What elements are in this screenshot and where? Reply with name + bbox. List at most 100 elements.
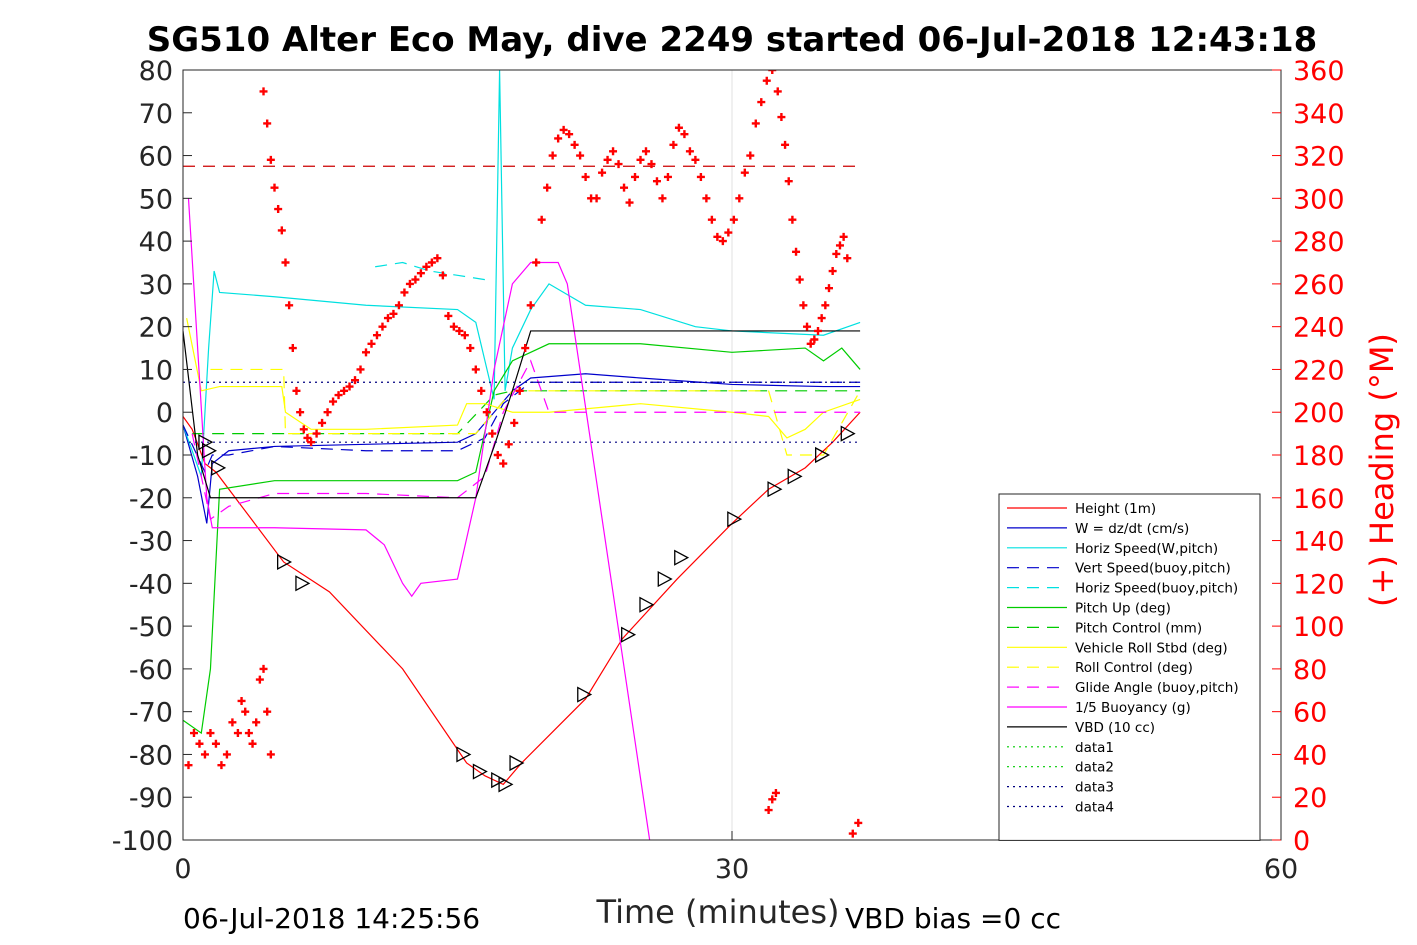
heading-point	[460, 331, 469, 340]
x-tick-label: 0	[174, 854, 191, 885]
heading-point	[488, 429, 497, 438]
x-tick-label: 30	[715, 854, 749, 885]
heading-point	[405, 279, 414, 288]
heading-point	[609, 147, 618, 156]
heading-point	[680, 130, 689, 139]
y-tick-label: -80	[129, 740, 173, 771]
heading-point	[799, 301, 808, 310]
legend-label-11: VBD (10 cc)	[1075, 720, 1155, 736]
heading-point	[266, 750, 275, 759]
heading-point	[195, 739, 204, 748]
depth-marker	[815, 446, 831, 464]
heading-point	[493, 451, 502, 459]
y2-tick-label: 340	[1293, 99, 1345, 130]
heading-point	[334, 391, 343, 400]
heading-point	[466, 344, 475, 353]
y-tick-label: -100	[112, 826, 173, 857]
heading-point	[652, 177, 661, 186]
heading-point	[345, 382, 354, 391]
y-tick-label: -30	[129, 527, 173, 558]
depth-marker	[657, 570, 673, 588]
y-tick-label: 60	[139, 142, 173, 173]
heading-point	[303, 433, 312, 442]
legend-label-7: Vehicle Roll Stbd (deg)	[1075, 640, 1228, 656]
y-tick-label: -50	[129, 612, 173, 643]
heading-point	[263, 119, 272, 128]
heading-point	[620, 183, 629, 192]
heading-point	[824, 284, 833, 293]
heading-point	[285, 301, 294, 310]
right-axis-label: (+) Heading (°M)	[1363, 333, 1401, 607]
heading-point	[559, 125, 568, 134]
legend-box	[998, 493, 1261, 841]
heading-point	[777, 113, 786, 122]
x-axis-label: Time (minutes)	[596, 893, 840, 931]
heading-point	[504, 440, 513, 449]
heading-point	[263, 707, 272, 716]
heading-point	[835, 241, 844, 250]
heading-point	[598, 168, 607, 177]
heading-point	[543, 183, 552, 192]
y2-tick-label: 40	[1293, 740, 1327, 771]
depth-marker	[456, 746, 472, 763]
heading-point	[806, 339, 815, 348]
heading-point	[658, 194, 667, 203]
footer-vbd-bias: VBD bias =0 cc	[845, 902, 1061, 935]
heading-point	[751, 119, 760, 128]
y2-tick-label: 200	[1293, 398, 1345, 429]
heading-point	[329, 397, 338, 406]
heading-point	[389, 309, 398, 318]
heading-point	[773, 87, 782, 96]
heading-point	[631, 172, 640, 181]
heading-point	[685, 147, 694, 156]
heading-point	[817, 314, 826, 323]
heading-point	[603, 155, 612, 164]
y-tick-label: 0	[156, 398, 173, 429]
y2-tick-label: 120	[1293, 569, 1345, 600]
legend-label-10: 1/5 Buoyancy (g)	[1075, 700, 1191, 716]
heading-point	[792, 247, 801, 256]
heading-point	[307, 438, 316, 447]
series-line-11	[183, 330, 861, 499]
heading-point	[438, 271, 447, 280]
heading-point	[784, 177, 793, 186]
heading-point	[378, 322, 387, 331]
heading-point	[771, 788, 780, 797]
heading-point	[323, 408, 332, 417]
heading-point	[636, 155, 645, 164]
y2-tick-label: 60	[1293, 698, 1327, 729]
depth-marker	[840, 425, 856, 442]
y-tick-label: -90	[129, 783, 173, 814]
heading-point	[768, 70, 777, 74]
heading-point	[592, 194, 601, 203]
y2-tick-label: 180	[1293, 441, 1345, 472]
heading-point	[663, 172, 672, 181]
y-tick-label: -40	[129, 569, 173, 600]
y2-tick-label: 0	[1293, 826, 1310, 857]
heading-point	[848, 829, 857, 838]
depth-marker	[277, 553, 293, 571]
y2-tick-label: 140	[1293, 527, 1345, 558]
depth-marker	[787, 468, 803, 485]
legend-label-5: Pitch Up (deg)	[1075, 601, 1171, 617]
heading-point	[427, 258, 436, 267]
heading-point	[521, 344, 530, 353]
heading-point	[740, 168, 749, 177]
heading-point	[367, 339, 376, 348]
y2-tick-label: 20	[1293, 783, 1327, 814]
heading-point	[764, 806, 773, 815]
heading-point	[274, 205, 283, 214]
heading-point	[206, 729, 215, 738]
heading-point	[189, 729, 198, 738]
heading-point	[318, 418, 327, 427]
depth-marker	[498, 776, 514, 793]
heading-point	[244, 729, 253, 738]
heading-point	[839, 232, 848, 241]
depth-marker	[621, 626, 637, 643]
heading-point	[537, 215, 546, 224]
legend-label-2: Horiz Speed(W,pitch)	[1075, 541, 1218, 557]
x-tick-label: 60	[1264, 854, 1298, 885]
depth-marker	[674, 549, 690, 566]
heading-point	[340, 386, 349, 395]
heading-point	[510, 418, 519, 427]
